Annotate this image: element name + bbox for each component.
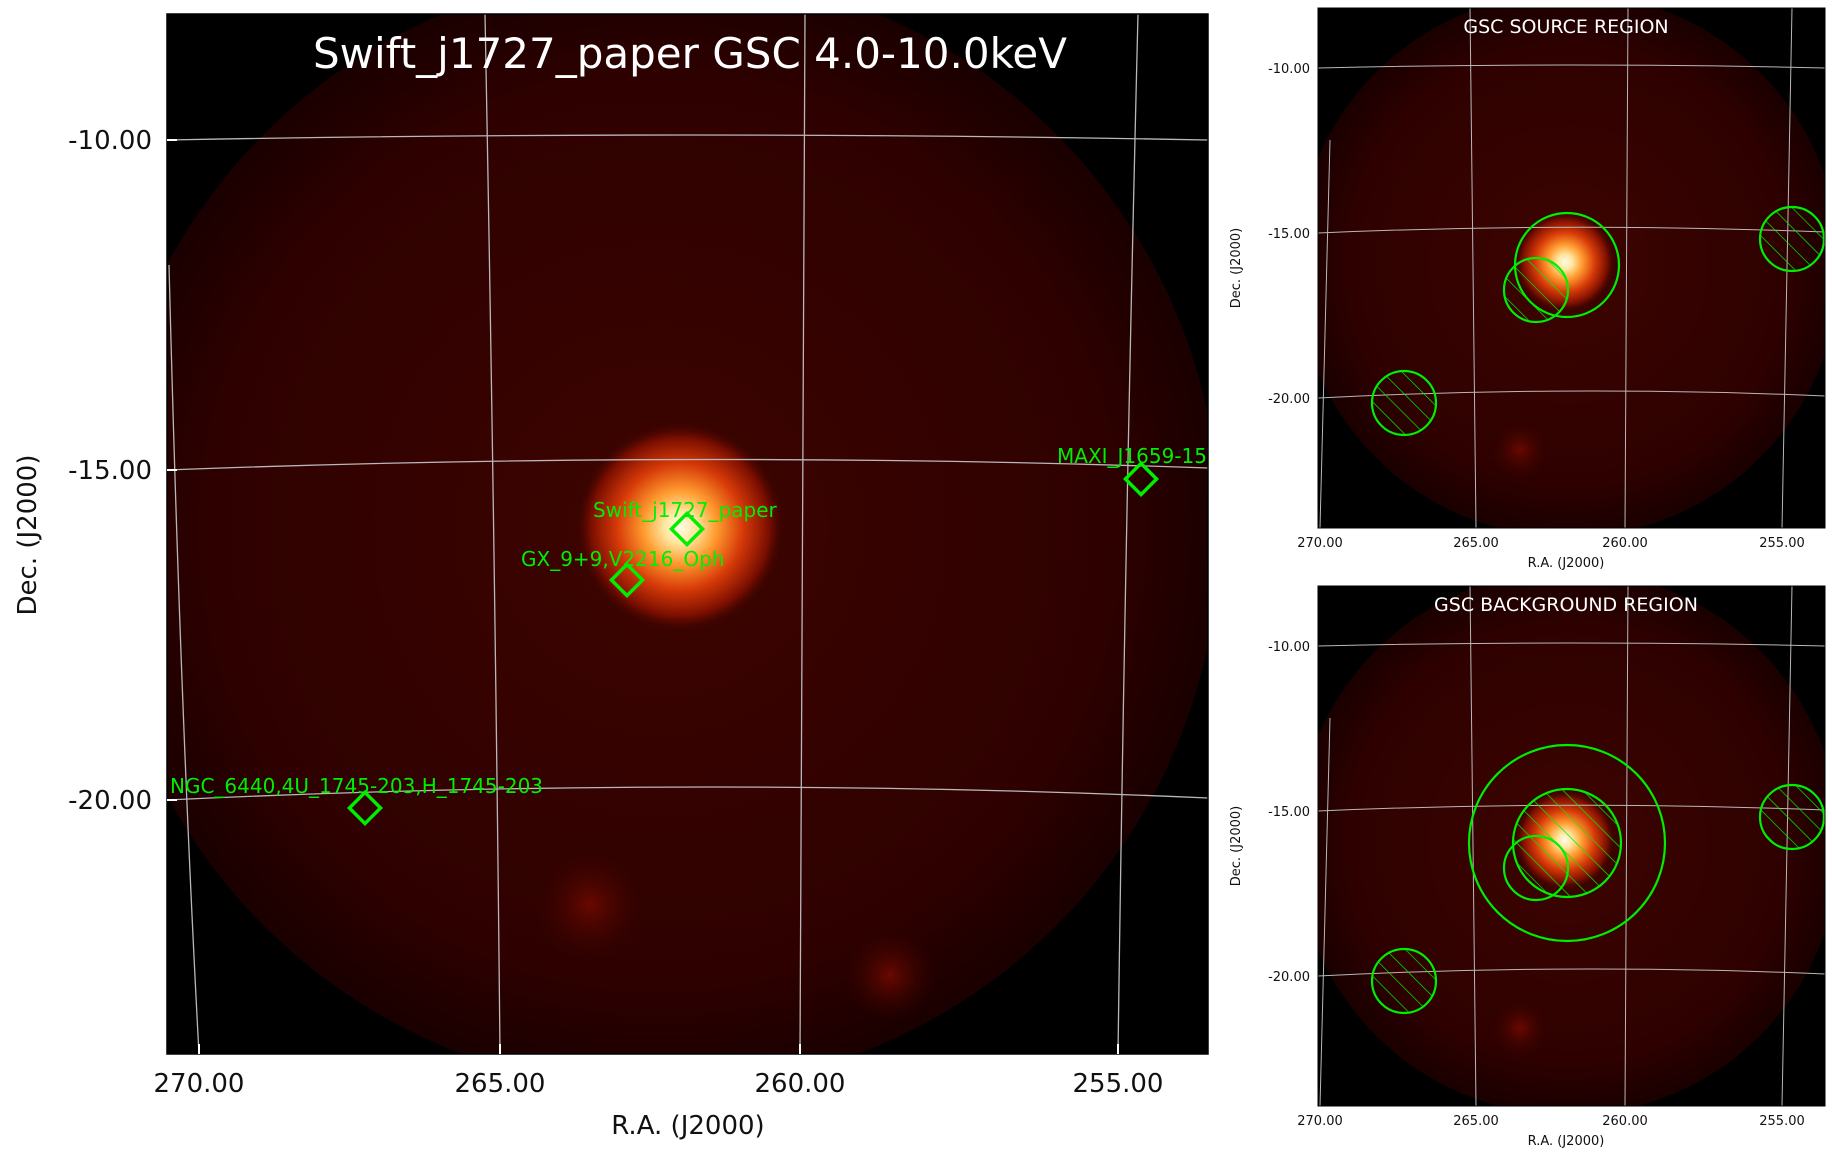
main-y-tick-10: -10.00 [68, 126, 152, 156]
bkg-faint-source [1492, 1000, 1548, 1056]
main-y-tick-15: -15.00 [68, 456, 152, 486]
main-source-markers: Swift_j1727_paper GX_9+9,V2216_Oph MAXI_… [170, 444, 1220, 827]
main-frame [166, 13, 1209, 1055]
src-x-axis-title: R.A. (J2000) [1528, 556, 1605, 571]
src-panel-title: GSC SOURCE REGION [1463, 16, 1668, 38]
src-frame [1317, 7, 1826, 529]
main-y-tick-20: -20.00 [68, 786, 152, 816]
main-y-tick-labels: -10.00 -15.00 -20.00 [68, 126, 152, 816]
main-faint-source-2 [845, 930, 935, 1020]
main-faint-source [535, 850, 645, 960]
source-marker-gx9[interactable] [608, 561, 646, 599]
bkg-panel-title: GSC BACKGROUND REGION [1434, 594, 1698, 616]
src-x-tick-270: 270.00 [1297, 536, 1343, 551]
bkg-y-tick-10: -10.00 [1268, 640, 1310, 655]
bkg-inner-excluded-circle[interactable] [1511, 787, 1623, 899]
src-y-tick-20: -20.00 [1268, 392, 1310, 407]
bkg-y-tick-labels: -10.00 -15.00 -20.00 [1268, 640, 1310, 985]
bkg-excluded-region-maxi[interactable] [1758, 783, 1825, 851]
bkg-x-tick-labels: 270.00 265.00 260.00 255.00 [1297, 1114, 1805, 1129]
bkg-outer-annulus-circle[interactable] [1467, 743, 1667, 943]
main-x-tick-270: 270.00 [154, 1069, 245, 1099]
bkg-y-tick-15: -15.00 [1268, 805, 1310, 820]
main-x-tick-265: 265.00 [455, 1069, 546, 1099]
bkg-x-tick-260: 260.00 [1602, 1114, 1648, 1129]
main-x-tick-260: 260.00 [755, 1069, 846, 1099]
main-y-axis-title: Dec. (J2000) [13, 455, 43, 616]
bkg-frame [1317, 585, 1826, 1107]
main-tick-marks [167, 139, 1119, 1054]
bkg-x-tick-265: 265.00 [1453, 1114, 1499, 1129]
bkg-x-tick-255: 255.00 [1759, 1114, 1805, 1129]
source-marker-swift[interactable] [668, 510, 706, 548]
source-label-ngc6440: NGC_6440,4U_1745-203,H_1745-203 [170, 774, 543, 798]
src-y-tick-15: -15.00 [1268, 227, 1310, 242]
bkg-excluded-region-gx9[interactable] [1502, 834, 1570, 902]
bkg-x-tick-270: 270.00 [1297, 1114, 1343, 1129]
src-x-tick-260: 260.00 [1602, 536, 1648, 551]
bkg-y-tick-20: -20.00 [1268, 970, 1310, 985]
main-x-tick-255: 255.00 [1073, 1069, 1164, 1099]
bkg-excluded-region-ngc6440[interactable] [1370, 947, 1438, 1015]
main-x-tick-labels: 270.00 265.00 260.00 255.00 [154, 1069, 1164, 1099]
main-coordinate-grid [167, 14, 1208, 1054]
source-label-maxi: MAXI_J1659-152 [1057, 444, 1220, 468]
src-excluded-region-ngc6440[interactable] [1370, 369, 1438, 437]
background-region-panel: GSC BACKGROUND REGION 270.00 265.00 260.… [1229, 585, 1826, 1149]
src-faint-source [1492, 422, 1548, 478]
src-y-tick-10: -10.00 [1268, 62, 1310, 77]
src-x-tick-255: 255.00 [1759, 536, 1805, 551]
src-y-tick-labels: -10.00 -15.00 -20.00 [1268, 62, 1310, 407]
src-y-axis-title: Dec. (J2000) [1229, 228, 1244, 308]
src-excluded-region-gx9[interactable] [1502, 256, 1570, 324]
main-title: Swift_j1727_paper GSC 4.0-10.0keV [313, 29, 1067, 78]
source-label-gx9: GX_9+9,V2216_Oph [521, 547, 724, 571]
main-x-axis-title: R.A. (J2000) [611, 1111, 764, 1141]
main-image-panel: Swift_j1727_paper GSC 4.0-10.0keV Swift_… [13, 13, 1220, 1141]
source-marker-maxi[interactable] [1122, 460, 1160, 498]
bkg-x-axis-title: R.A. (J2000) [1528, 1134, 1605, 1149]
source-region-panel: GSC SOURCE REGION 270.00 265.00 260.00 2… [1229, 7, 1826, 571]
src-excluded-region-maxi[interactable] [1758, 205, 1825, 273]
src-x-tick-labels: 270.00 265.00 260.00 255.00 [1297, 536, 1805, 551]
main-bright-source [575, 422, 785, 632]
source-label-swift: Swift_j1727_paper [593, 498, 778, 522]
src-x-tick-265: 265.00 [1453, 536, 1499, 551]
source-marker-ngc6440[interactable] [346, 789, 384, 827]
bkg-y-axis-title: Dec. (J2000) [1229, 806, 1244, 886]
